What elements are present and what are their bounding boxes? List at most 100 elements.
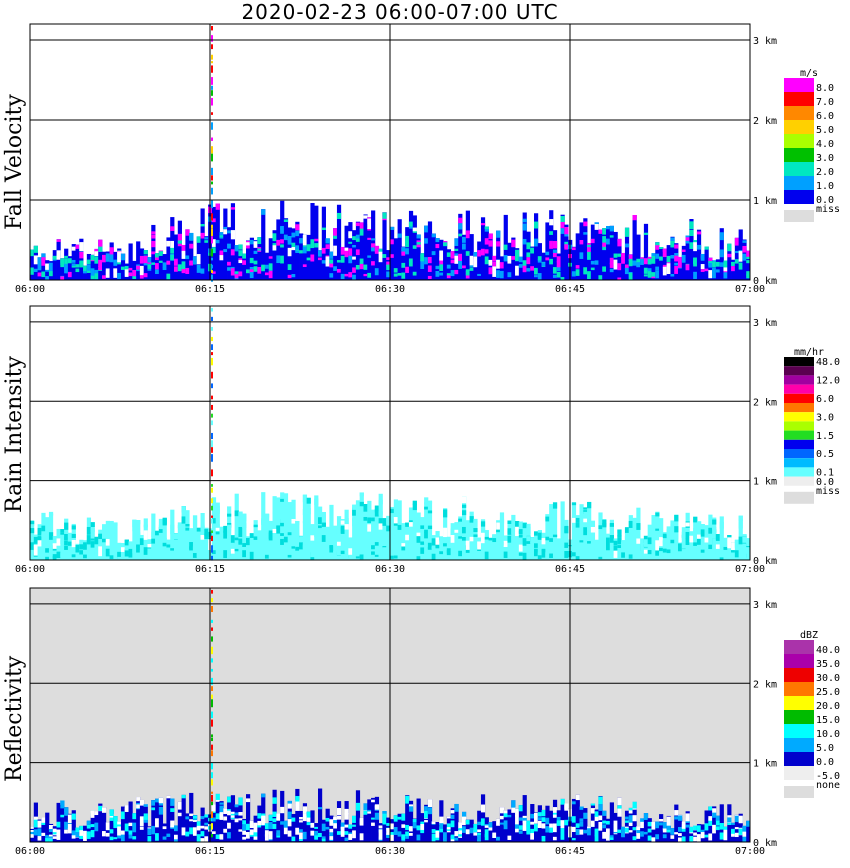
echo-gap: [230, 230, 236, 240]
echo-speckle: [488, 233, 493, 239]
echo-column: [571, 246, 577, 280]
echo-speckle: [496, 241, 501, 247]
echo-speckle: [393, 273, 398, 277]
echo-speckle: [693, 832, 698, 836]
echo-speckle: [655, 266, 660, 271]
echo-column: [329, 504, 334, 560]
echo-speckle: [435, 265, 440, 270]
echo-speckle: [549, 258, 554, 265]
echo-column: [477, 810, 482, 842]
echo-speckle: [272, 234, 277, 242]
echo-column: [424, 804, 429, 842]
echo-speckle: [67, 538, 73, 542]
echo-speckle: [473, 534, 478, 537]
spike-mark: [211, 90, 213, 96]
echo-speckle: [628, 520, 633, 528]
echo-speckle: [556, 275, 561, 278]
echo-speckle: [90, 824, 95, 828]
legend-swatch: [784, 412, 814, 422]
echo-column: [587, 243, 592, 280]
echo-speckle: [113, 820, 118, 829]
echo-column: [136, 520, 141, 560]
spike-mark: [211, 833, 213, 838]
echo-column: [382, 518, 387, 560]
spike-mark: [211, 737, 213, 742]
echo-speckle: [708, 818, 713, 825]
echo-speckle: [515, 823, 520, 831]
echo-speckle: [151, 251, 156, 255]
echo-speckle: [674, 810, 679, 816]
echo-column: [696, 229, 702, 280]
echo-speckle: [94, 823, 99, 832]
echo-speckle: [30, 831, 35, 835]
echo-speckle: [723, 553, 728, 556]
echo-speckle: [378, 511, 383, 515]
echo-speckle: [234, 818, 239, 823]
echo-speckle: [352, 518, 357, 527]
echo-speckle: [602, 242, 607, 247]
echo-gap: [302, 806, 308, 814]
echo-speckle: [738, 518, 743, 522]
echo-speckle: [359, 258, 364, 266]
echo-column: [291, 228, 296, 280]
echo-speckle: [530, 828, 535, 834]
echo-speckle: [424, 506, 429, 510]
echo-speckle: [556, 271, 561, 276]
echo-column: [469, 511, 474, 560]
echo-gap: [200, 534, 205, 540]
echo-speckle: [64, 522, 69, 530]
echo-speckle: [120, 830, 126, 835]
echo-speckle: [628, 830, 633, 833]
echo-speckle: [617, 545, 622, 549]
echo-speckle: [382, 811, 387, 814]
echo-speckle: [299, 816, 304, 820]
echo-speckle: [98, 536, 103, 540]
echo-speckle: [719, 232, 724, 241]
echo-speckle: [83, 830, 88, 835]
echo-column: [393, 238, 398, 280]
echo-speckle: [386, 264, 391, 271]
echo-speckle: [83, 554, 88, 559]
echo-gap: [655, 540, 660, 551]
spike-mark: [211, 65, 213, 73]
echo-gap: [454, 529, 459, 533]
echo-speckle: [696, 231, 702, 235]
echo-speckle: [299, 829, 304, 833]
echo-speckle: [189, 260, 194, 266]
echo-speckle: [541, 809, 546, 817]
x-tick-label: 06:00: [15, 846, 45, 857]
echo-speckle: [742, 547, 747, 553]
echo-column: [382, 212, 387, 280]
echo-speckle: [598, 815, 603, 821]
echo-speckle: [598, 229, 603, 234]
echo-gap: [496, 259, 501, 269]
echo-column: [511, 800, 516, 842]
spike-mark: [211, 515, 213, 518]
echo-column: [518, 805, 524, 842]
y-tick-label: 1 km: [753, 759, 777, 770]
echo-column: [367, 217, 372, 280]
echo-column: [530, 537, 535, 560]
echo-speckle: [340, 273, 345, 280]
echo-speckle: [628, 272, 633, 280]
echo-speckle: [647, 270, 652, 278]
echo-speckle: [643, 831, 649, 835]
echo-speckle: [655, 821, 660, 829]
echo-speckle: [655, 245, 660, 250]
echo-speckle: [450, 834, 455, 840]
echo-speckle: [397, 538, 402, 542]
echo-column: [352, 230, 357, 280]
echo-speckle: [454, 253, 459, 256]
echo-speckle: [192, 515, 198, 523]
echo-speckle: [427, 265, 433, 272]
echo-column: [628, 515, 633, 560]
echo-speckle: [272, 818, 277, 823]
echo-column: [659, 247, 664, 280]
echo-speckle: [136, 545, 141, 553]
echo-speckle: [60, 276, 65, 280]
echo-speckle: [522, 552, 527, 560]
echo-speckle: [162, 267, 167, 271]
echo-speckle: [681, 836, 686, 842]
echo-speckle: [283, 234, 289, 241]
echo-speckle: [689, 836, 694, 842]
